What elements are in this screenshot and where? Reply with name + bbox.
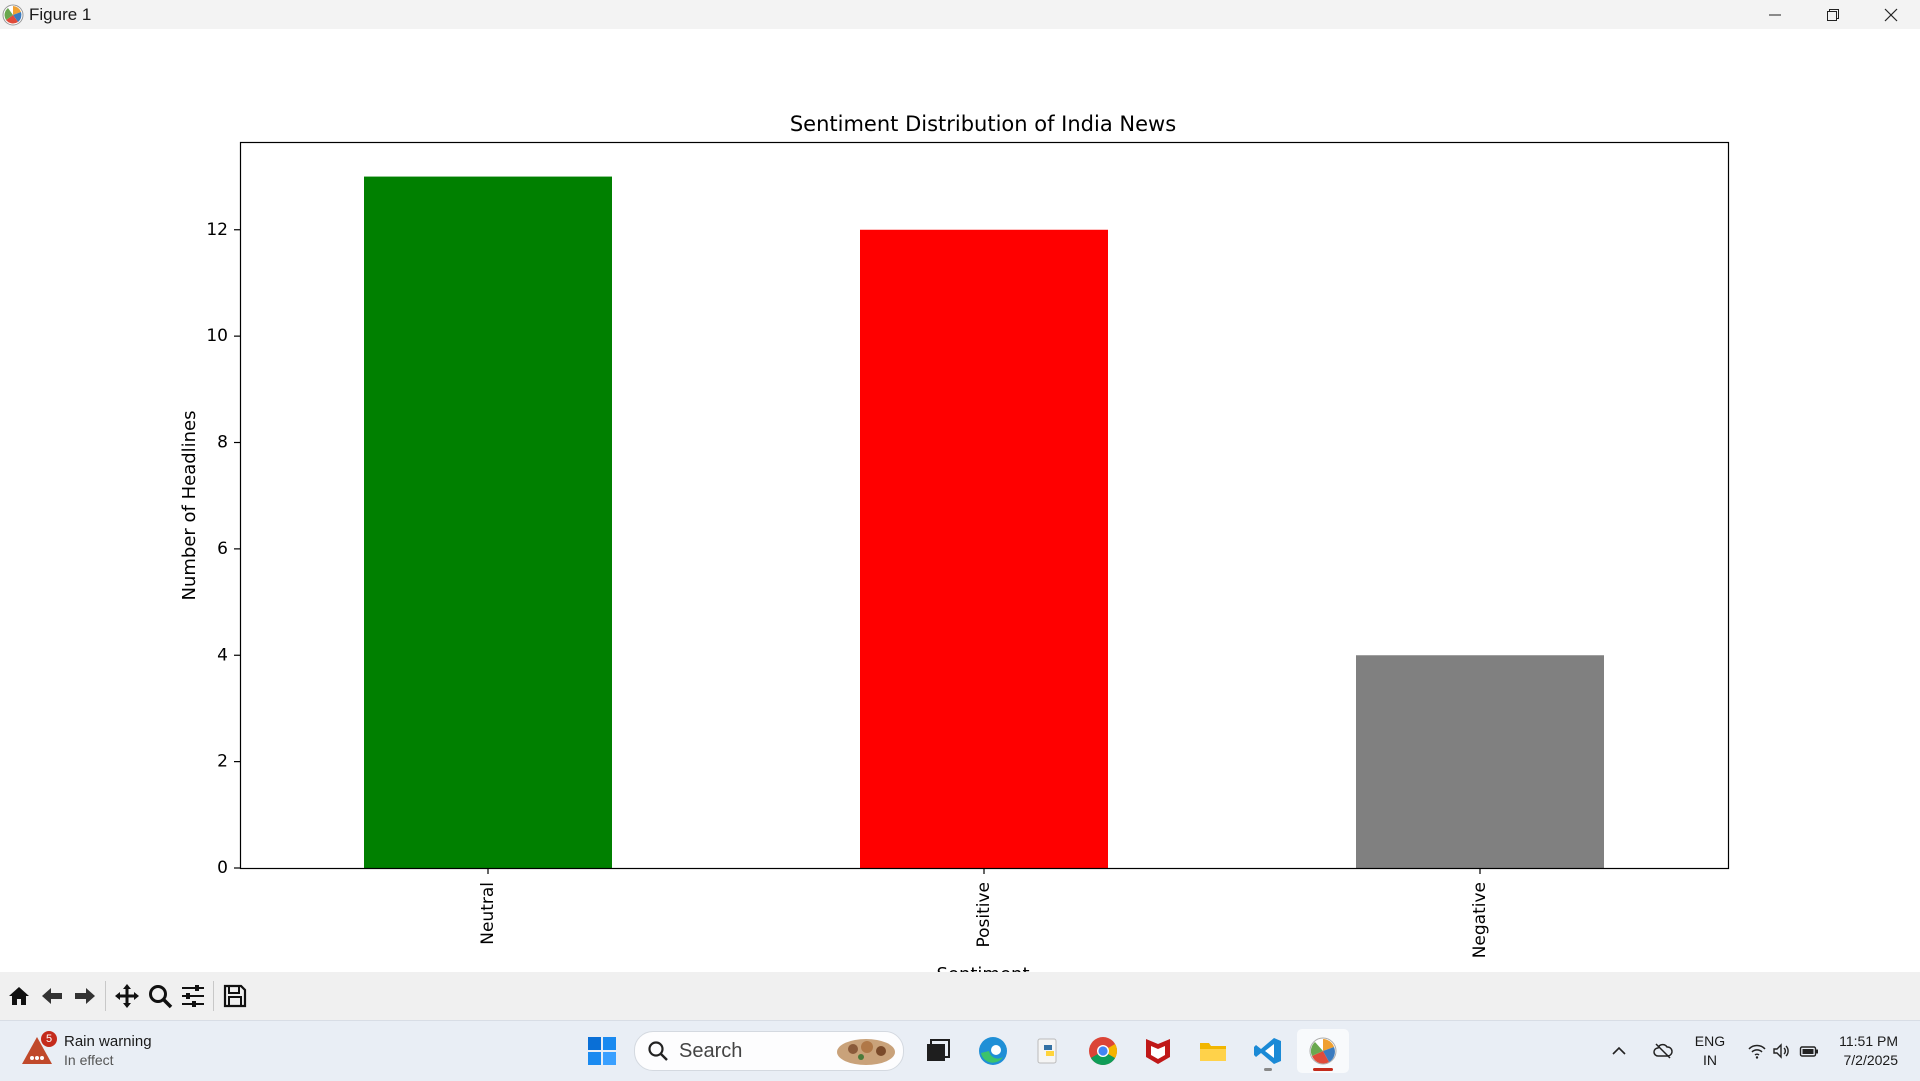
search-icon	[648, 1041, 668, 1061]
y-tick-label: 8	[217, 433, 228, 453]
network-button[interactable]	[1747, 1041, 1767, 1061]
y-tick-label: 2	[217, 752, 228, 772]
bar-neutral	[364, 176, 612, 869]
search-placeholder: Search	[679, 1039, 743, 1062]
save-icon	[223, 984, 246, 1008]
wifi-icon	[1748, 1044, 1766, 1059]
chrome-icon	[1089, 1037, 1117, 1065]
toolbar-separator	[105, 981, 106, 1011]
toolbar-separator	[213, 981, 214, 1011]
configure-subplots-icon	[181, 985, 204, 1007]
save-button[interactable]	[218, 978, 251, 1014]
running-indicator	[1264, 1068, 1272, 1071]
bar-positive	[860, 229, 1108, 868]
figure-canvas[interactable]: Sentiment Distribution of India News Neu…	[0, 29, 1920, 972]
axes-frame	[239, 141, 1730, 870]
window-title: Figure 1	[29, 4, 92, 24]
vscode-taskbar-button[interactable]	[1242, 1029, 1294, 1073]
forward-button[interactable]	[68, 978, 101, 1014]
bar-negative	[1356, 655, 1604, 868]
window-titlebar: Figure 1	[0, 0, 1920, 29]
close-icon	[1884, 8, 1898, 21]
file-explorer-taskbar-button[interactable]	[1187, 1029, 1239, 1073]
task-view-icon	[927, 1039, 950, 1061]
minimize-button[interactable]	[1746, 0, 1804, 29]
back-button[interactable]	[35, 978, 68, 1014]
pan-icon	[114, 984, 139, 1008]
weather-subtitle: In effect	[64, 1052, 114, 1068]
volume-icon	[1773, 1043, 1789, 1059]
matplotlib-figure-icon	[1309, 1037, 1337, 1065]
navigation-toolbar	[0, 972, 1920, 1020]
volume-button[interactable]	[1771, 1041, 1791, 1061]
file-explorer-icon	[1200, 1043, 1226, 1061]
vscode-icon	[1254, 1038, 1281, 1064]
y-tick-label: 0	[217, 858, 228, 878]
home-icon	[8, 987, 29, 1005]
configure-subplots-button[interactable]	[176, 978, 209, 1014]
x-tick-label: Positive	[974, 882, 994, 948]
windows-start-icon	[588, 1037, 616, 1065]
edge-taskbar-button[interactable]	[967, 1029, 1019, 1073]
zoom-button[interactable]	[143, 978, 176, 1014]
mcafee-taskbar-button[interactable]	[1132, 1029, 1184, 1073]
show-hidden-icons-button[interactable]	[1609, 1041, 1629, 1061]
language-code: ENG	[1694, 1033, 1726, 1049]
windows-taskbar: 5 Rain warning In effect Search	[0, 1020, 1920, 1081]
back-icon	[41, 988, 62, 1004]
x-tick-label: Negative	[1470, 882, 1490, 958]
x-axis-label: Sentiment	[936, 964, 1029, 972]
chart-title: Sentiment Distribution of India News	[790, 112, 1176, 136]
home-button[interactable]	[2, 978, 35, 1014]
clock-time: 11:51 PM	[1839, 1033, 1898, 1049]
weather-badge: 5	[41, 1031, 57, 1047]
active-running-indicator	[1313, 1068, 1333, 1071]
edge-icon	[979, 1037, 1007, 1065]
system-tray: ENG IN 11:51 PM 7/2	[1603, 1021, 1920, 1081]
chevron-up-icon	[1612, 1046, 1626, 1055]
weather-widget[interactable]: 5 Rain warning In effect	[20, 1029, 180, 1073]
chrome-taskbar-button[interactable]	[1077, 1029, 1129, 1073]
y-tick-label: 12	[206, 220, 228, 240]
onedrive-status-button[interactable]	[1653, 1041, 1673, 1061]
y-axis-label: Number of Headlines	[179, 410, 200, 600]
maximize-button[interactable]	[1804, 0, 1862, 29]
y-tick-label: 10	[206, 326, 228, 346]
python-taskbar-button[interactable]	[1022, 1029, 1074, 1073]
start-button[interactable]	[580, 1029, 624, 1073]
region-code: IN	[1702, 1052, 1717, 1068]
y-tick-label: 6	[217, 539, 228, 559]
python-icon	[1037, 1038, 1057, 1064]
forward-icon	[74, 988, 95, 1004]
taskbar-search-box[interactable]: Search	[634, 1031, 904, 1071]
battery-icon	[1799, 1046, 1819, 1057]
zoom-icon	[148, 985, 172, 1009]
task-view-button[interactable]	[912, 1029, 964, 1073]
cloud-offline-icon	[1653, 1043, 1673, 1059]
input-language-indicator[interactable]: ENG IN	[1695, 1032, 1725, 1070]
bar-chart: Sentiment Distribution of India News Neu…	[179, 112, 1730, 972]
search-highlight-illustration-icon	[837, 1039, 895, 1065]
mcafee-icon	[1146, 1039, 1170, 1064]
restore-icon	[1827, 8, 1839, 21]
minimize-icon	[1769, 14, 1781, 15]
close-button[interactable]	[1862, 0, 1920, 29]
matplotlib-figure-taskbar-button[interactable]	[1297, 1029, 1349, 1073]
battery-button[interactable]	[1799, 1041, 1819, 1061]
clock-widget[interactable]: 11:51 PM 7/2/2025	[1839, 1032, 1898, 1070]
clock-date: 7/2/2025	[1843, 1052, 1899, 1068]
weather-title: Rain warning	[64, 1033, 152, 1050]
x-tick-label: Neutral	[478, 882, 498, 945]
matplotlib-app-icon	[2, 4, 24, 25]
weather-warning-icon: 5	[20, 1031, 57, 1068]
y-tick-label: 4	[217, 645, 228, 665]
pan-button[interactable]	[110, 978, 143, 1014]
